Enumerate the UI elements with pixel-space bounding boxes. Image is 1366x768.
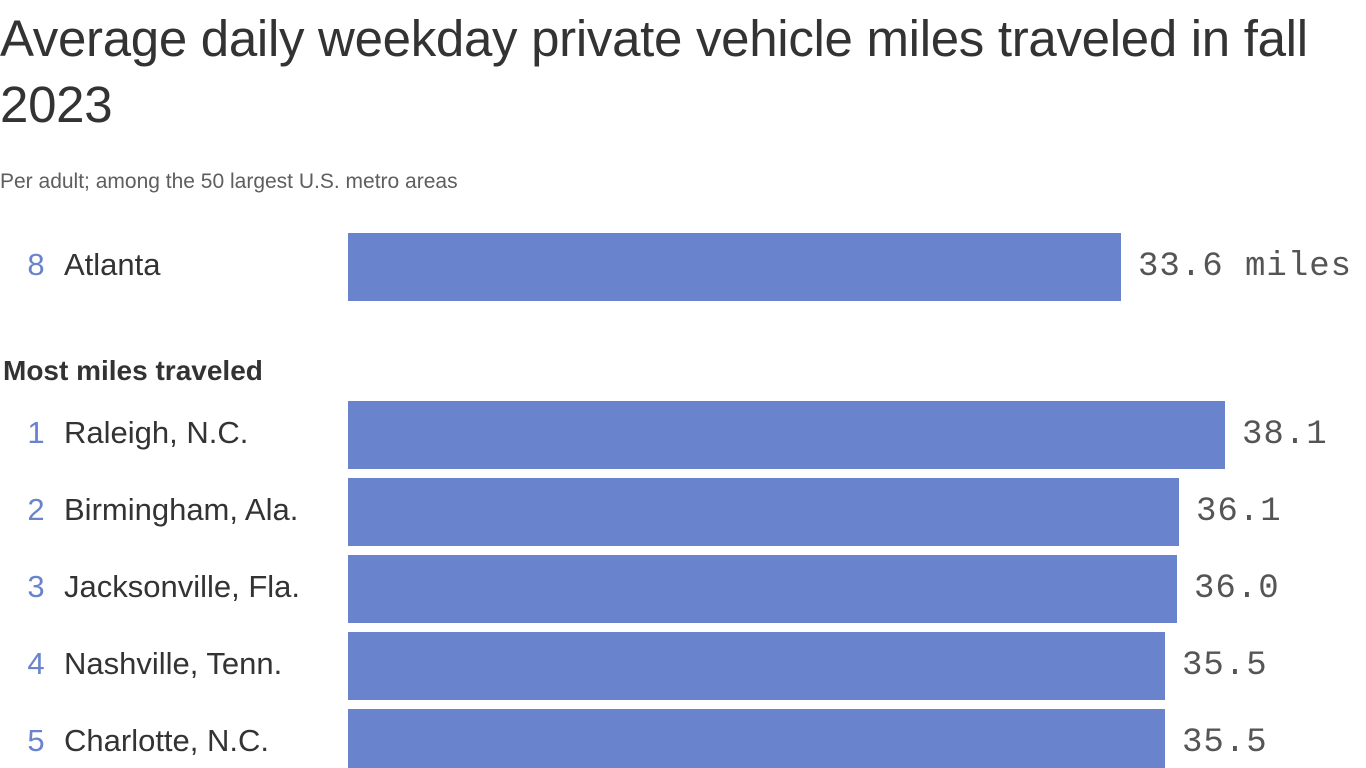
rank-label: 2 xyxy=(27,492,45,527)
bar xyxy=(348,555,1177,623)
value-label: 35.5 xyxy=(1182,724,1268,762)
value-label: 38.1 xyxy=(1242,416,1328,454)
value-label: 36.0 xyxy=(1194,570,1280,608)
chart-title: Average daily weekday private vehicle mi… xyxy=(0,10,1308,133)
bar-row: 3 Jacksonville, Fla. 36.0 xyxy=(0,555,1366,623)
bar xyxy=(348,401,1225,469)
chart-subtitle: Per adult; among the 50 largest U.S. met… xyxy=(0,170,458,193)
bar xyxy=(348,632,1165,700)
rank-label: 5 xyxy=(27,723,45,758)
rank-label: 3 xyxy=(27,569,45,604)
bar-row: 4 Nashville, Tenn. 35.5 xyxy=(0,632,1366,700)
bar xyxy=(348,478,1179,546)
city-label: Charlotte, N.C. xyxy=(64,723,270,758)
value-label: 35.5 xyxy=(1182,647,1268,685)
bar-row: 5 Charlotte, N.C. 35.5 xyxy=(0,709,1366,768)
value-label: 33.6 miles xyxy=(1138,248,1353,286)
rank-label: 4 xyxy=(27,646,45,681)
city-label: Atlanta xyxy=(64,247,161,282)
bar-row: 1 Raleigh, N.C. 38.1 xyxy=(0,401,1366,469)
bar-row-atlanta: 8 Atlanta 33.6 miles xyxy=(0,233,1366,301)
bar-row: 2 Birmingham, Ala. 36.1 xyxy=(0,478,1366,546)
rank-label: 1 xyxy=(27,415,45,450)
bar xyxy=(348,233,1121,301)
city-label: Raleigh, N.C. xyxy=(64,415,249,450)
value-label: 36.1 xyxy=(1196,493,1282,531)
city-label: Jacksonville, Fla. xyxy=(64,569,301,604)
section-heading: Most miles traveled xyxy=(3,355,263,386)
bar xyxy=(348,709,1165,768)
city-label: Birmingham, Ala. xyxy=(64,492,299,527)
rank-label: 8 xyxy=(27,247,45,282)
city-label: Nashville, Tenn. xyxy=(64,646,283,681)
